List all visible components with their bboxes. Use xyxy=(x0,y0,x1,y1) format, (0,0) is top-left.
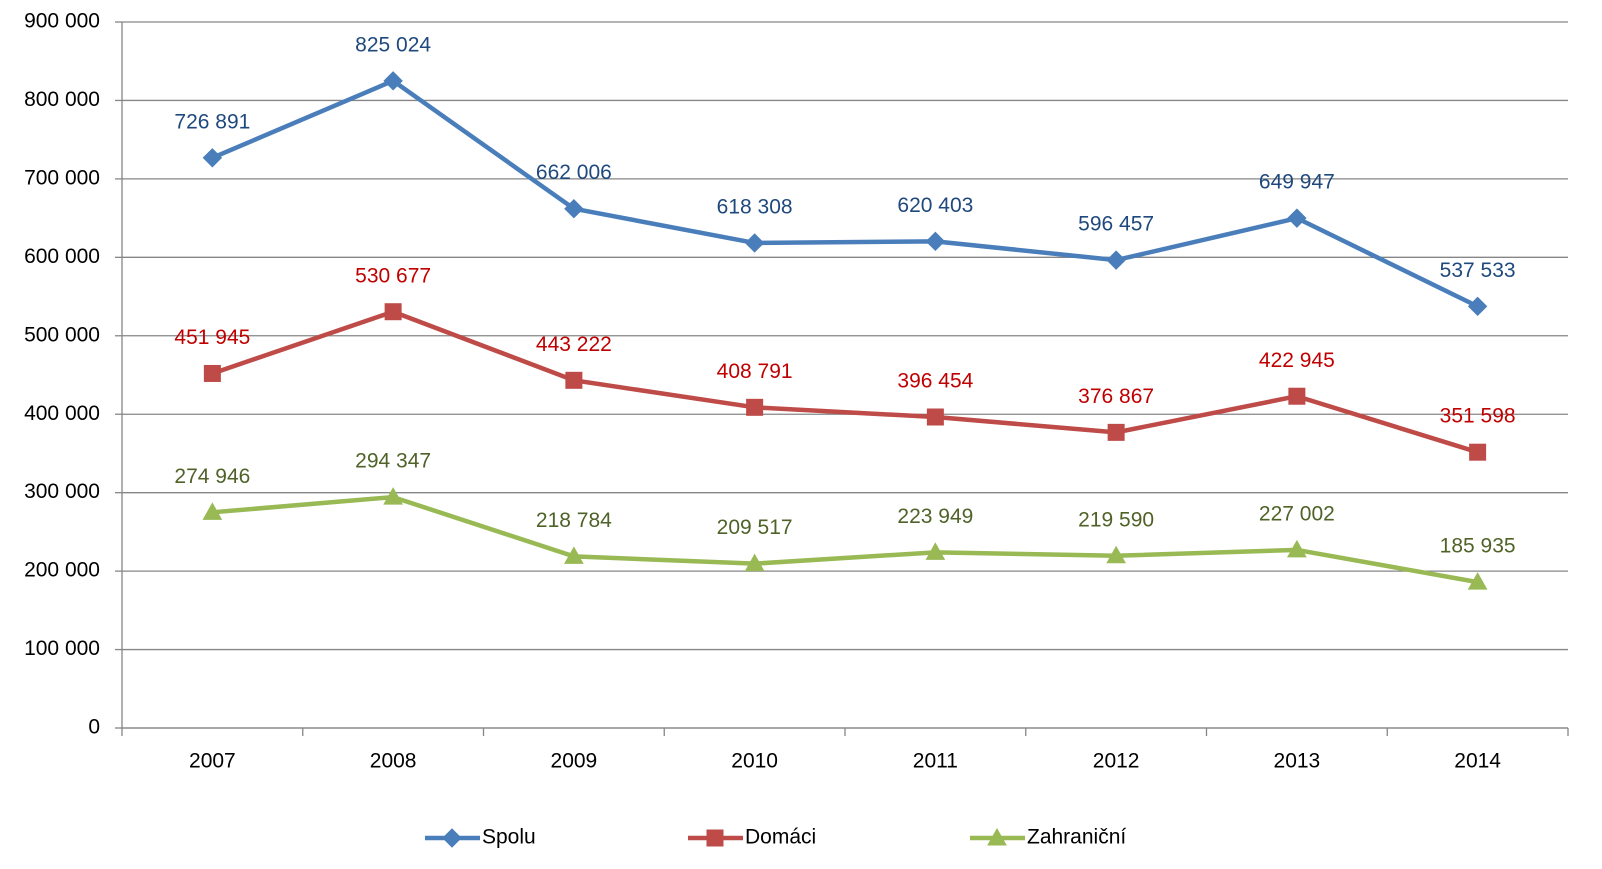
marker xyxy=(1467,296,1488,317)
y-tick-label: 600 000 xyxy=(24,245,100,268)
data-label: 451 945 xyxy=(174,326,250,349)
marker xyxy=(744,233,765,253)
marker xyxy=(987,827,1007,846)
marker xyxy=(926,408,944,426)
marker xyxy=(564,198,584,219)
data-label: 530 677 xyxy=(355,264,431,287)
marker xyxy=(202,502,223,520)
marker xyxy=(1106,250,1126,270)
data-label: 422 945 xyxy=(1259,349,1335,372)
data-label: 218 784 xyxy=(536,509,612,532)
y-tick-label: 500 000 xyxy=(24,323,100,346)
legend-label: Spolu xyxy=(482,826,536,849)
x-tick-label: 2012 xyxy=(1093,750,1140,773)
x-tick-label: 2011 xyxy=(913,750,958,773)
y-tick-label: 300 000 xyxy=(24,480,100,503)
data-label: 376 867 xyxy=(1078,385,1154,408)
series-line xyxy=(211,78,1479,309)
marker xyxy=(564,546,584,564)
data-label: 620 403 xyxy=(897,194,973,217)
data-label: 443 222 xyxy=(536,333,612,356)
data-label: 726 891 xyxy=(174,110,250,133)
y-tick-label: 0 xyxy=(88,716,100,739)
y-tick-label: 700 000 xyxy=(24,166,100,189)
y-tick-label: 100 000 xyxy=(24,637,100,660)
legend-label: Domáci xyxy=(745,826,816,849)
marker xyxy=(383,71,403,91)
marker xyxy=(565,371,583,389)
marker xyxy=(706,829,724,847)
data-label: 649 947 xyxy=(1259,171,1335,194)
y-tick-label: 400 000 xyxy=(24,402,100,425)
y-tick-label: 200 000 xyxy=(24,559,100,582)
marker xyxy=(203,364,221,382)
marker xyxy=(384,303,402,321)
marker xyxy=(383,487,403,505)
marker xyxy=(925,231,946,252)
x-tick-label: 2014 xyxy=(1454,750,1501,773)
x-tick-label: 2010 xyxy=(731,750,778,773)
data-label: 219 590 xyxy=(1078,508,1154,531)
data-label: 662 006 xyxy=(536,161,612,184)
marker xyxy=(442,828,462,848)
y-tick-label: 800 000 xyxy=(24,88,100,111)
marker xyxy=(746,398,764,416)
marker xyxy=(1287,208,1307,228)
data-label: 223 949 xyxy=(897,505,973,528)
marker xyxy=(1288,387,1306,405)
legend-label: Zahraniční xyxy=(1027,826,1126,849)
data-label: 274 946 xyxy=(174,465,250,488)
data-label: 825 024 xyxy=(355,33,431,56)
data-label: 618 308 xyxy=(717,196,793,219)
x-tick-label: 2009 xyxy=(551,750,598,773)
data-label: 209 517 xyxy=(717,516,793,539)
x-tick-label: 2008 xyxy=(370,750,417,773)
marker xyxy=(925,542,946,560)
data-label: 227 002 xyxy=(1259,502,1335,525)
data-label: 396 454 xyxy=(897,370,973,393)
data-label: 185 935 xyxy=(1440,535,1516,558)
x-tick-label: 2007 xyxy=(189,750,236,773)
y-tick-label: 900 000 xyxy=(24,10,100,33)
marker xyxy=(1287,539,1307,558)
marker xyxy=(744,553,765,572)
marker xyxy=(1467,572,1488,590)
series-line xyxy=(212,494,1479,585)
data-label: 294 347 xyxy=(355,450,431,473)
marker xyxy=(1469,443,1487,461)
data-label: 596 457 xyxy=(1078,213,1154,236)
data-label: 351 598 xyxy=(1440,405,1516,428)
marker xyxy=(202,148,223,168)
data-label: 408 791 xyxy=(717,360,793,383)
marker xyxy=(1107,423,1125,441)
x-tick-label: 2013 xyxy=(1274,750,1321,773)
marker xyxy=(1106,545,1126,564)
data-label: 537 533 xyxy=(1440,259,1516,282)
series-line xyxy=(211,309,1479,455)
